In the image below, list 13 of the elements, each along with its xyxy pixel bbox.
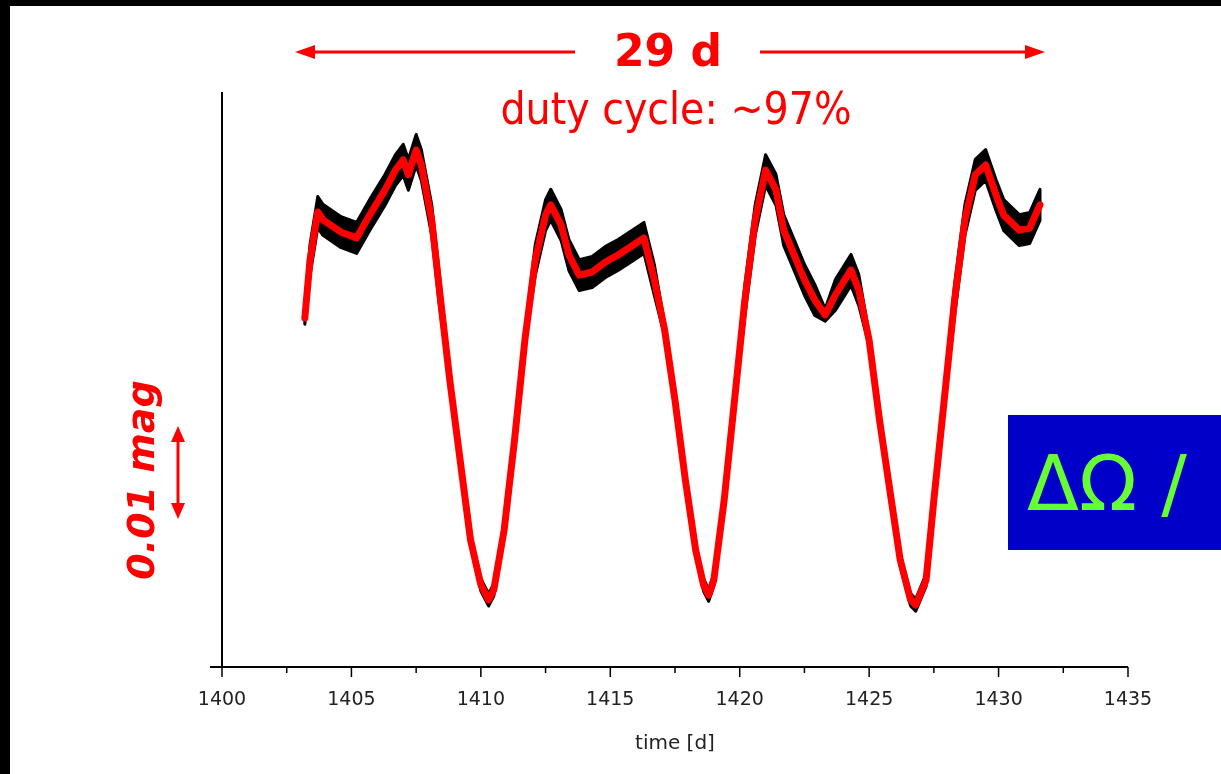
x-tick-label: 1435 bbox=[1103, 687, 1153, 709]
text: 0.01 mag bbox=[119, 380, 163, 580]
text: duty cycle: ~97% bbox=[500, 83, 852, 134]
annotation: ΔΩ / bbox=[1027, 439, 1188, 528]
x-tick-label: 1410 bbox=[456, 687, 506, 709]
x-tick-label: 1420 bbox=[715, 687, 764, 709]
x-tick-label: 1405 bbox=[327, 687, 376, 709]
x-tick-label: 1430 bbox=[974, 687, 1023, 709]
x-tick-label: 1400 bbox=[197, 687, 247, 709]
x-tick-label: 1415 bbox=[586, 687, 635, 709]
x-tick-label: 1425 bbox=[844, 687, 894, 709]
text: 29 d bbox=[613, 25, 723, 76]
x-axis-title: time [d] bbox=[635, 730, 715, 754]
